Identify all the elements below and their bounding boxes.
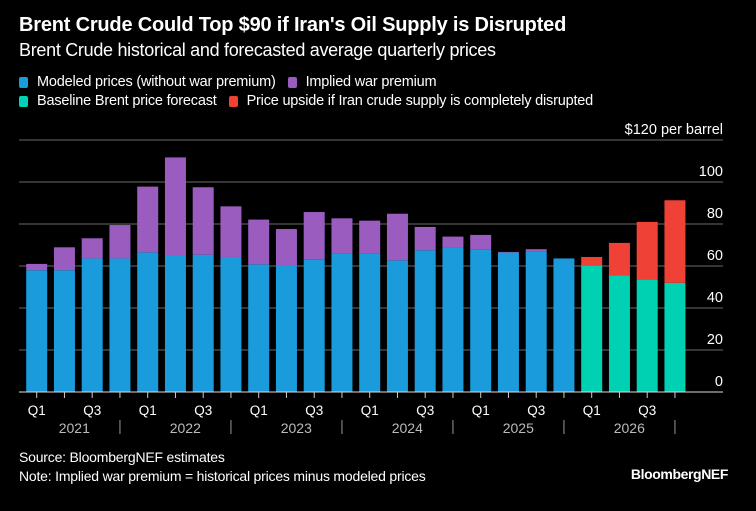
legend-item-war-premium: Implied war premium [287, 74, 437, 90]
bar-segment [442, 247, 464, 392]
source-note: Source: BloombergNEF estimates [19, 449, 225, 465]
bar-segment [525, 249, 547, 252]
legend-row-1: Modeled prices (without war premium) Imp… [19, 74, 448, 90]
bar-segment [581, 265, 603, 392]
x-tick-label: Q1 [472, 403, 490, 418]
bar-segment [608, 242, 630, 276]
bar-segment [497, 251, 519, 253]
year-label: 2021 [59, 420, 90, 436]
bar-segment [608, 275, 630, 392]
year-label: 2023 [281, 420, 312, 436]
x-tick-label: Q1 [28, 403, 46, 418]
legend-label: Implied war premium [305, 74, 437, 90]
bar-segment [109, 258, 131, 392]
x-tick-label: Q3 [194, 403, 212, 418]
x-tick-label: Q1 [583, 403, 601, 418]
bar-segment [414, 250, 436, 392]
bar-segment [636, 279, 658, 392]
bar-segment [331, 218, 353, 254]
bar-segment [81, 238, 103, 259]
bar-segment [386, 260, 408, 392]
legend-item-upside: Price upside if Iran crude supply is com… [228, 93, 594, 109]
y-tick-label: 100 [699, 164, 723, 180]
bar-segment [470, 249, 492, 392]
bloombergnef-logo: BloombergNEF [630, 466, 728, 482]
legend-label: Modeled prices (without war premium) [37, 74, 276, 90]
chart-subtitle: Brent Crude historical and forecasted av… [19, 40, 496, 60]
x-tick-label: Q3 [83, 403, 101, 418]
x-tick-label: Q1 [250, 403, 268, 418]
legend-swatch [19, 76, 28, 88]
bar-segment [525, 251, 547, 392]
bar-segment [248, 219, 270, 265]
y-tick-label: 80 [707, 206, 723, 222]
legend-label: Price upside if Iran crude supply is com… [246, 93, 594, 109]
bar-segment [442, 236, 464, 248]
bar-segment [331, 253, 353, 392]
y-tick-label: 40 [707, 290, 723, 306]
legend-item-baseline: Baseline Brent price forecast [19, 93, 217, 109]
bar-segment [81, 258, 103, 392]
x-tick-label: Q3 [305, 403, 323, 418]
bar-segment [26, 263, 48, 271]
bar-segment [192, 187, 214, 255]
x-tick-label: Q3 [527, 403, 545, 418]
bar-segment [220, 206, 242, 257]
y-tick-label: $120 per barrel [625, 122, 723, 138]
bar-segment [303, 212, 325, 260]
bar-segment [359, 220, 381, 254]
bar-segment [26, 270, 48, 392]
bar-segment [664, 200, 686, 283]
bar-segment [664, 282, 686, 392]
bar-segment [137, 186, 159, 253]
y-tick-label: 0 [715, 374, 723, 390]
bar-segment [164, 157, 186, 256]
bar-segment [164, 255, 186, 392]
year-label: 2024 [392, 420, 423, 436]
year-label: 2026 [614, 420, 645, 436]
x-tick-label: Q3 [638, 403, 656, 418]
y-tick-label: 20 [707, 332, 723, 348]
bar-segment [303, 259, 325, 392]
bar-segment [386, 213, 408, 261]
bar-segment [359, 253, 381, 392]
x-tick-label: Q1 [139, 403, 157, 418]
bar-segment [275, 266, 297, 392]
bar-segment [497, 252, 519, 392]
legend-swatch [19, 95, 28, 107]
bar-segment [53, 247, 75, 271]
bar-segment [137, 252, 159, 392]
legend-item-modeled: Modeled prices (without war premium) [19, 74, 276, 90]
legend-swatch [287, 76, 297, 88]
bar-segment [275, 229, 297, 266]
footnote: Note: Implied war premium = historical p… [19, 468, 426, 484]
bar-segment [220, 256, 242, 392]
bar-segment [636, 221, 658, 280]
bar-segment [553, 258, 575, 392]
chart-title: Brent Crude Could Top $90 if Iran's Oil … [19, 14, 567, 36]
y-tick-label: 60 [707, 248, 723, 264]
year-label: 2025 [503, 420, 534, 436]
bar-segment [248, 264, 270, 392]
bar-segment [53, 270, 75, 392]
legend-row-2: Baseline Brent price forecast Price upsi… [19, 93, 605, 109]
legend-label: Baseline Brent price forecast [37, 93, 217, 109]
x-tick-label: Q1 [361, 403, 379, 418]
bar-segment [192, 254, 214, 392]
bar-segment [109, 225, 131, 259]
bar-segment [581, 256, 603, 266]
year-label: 2022 [170, 420, 201, 436]
bar-segment [470, 234, 492, 250]
legend-swatch [228, 95, 238, 107]
bar-segment [414, 226, 436, 251]
x-tick-label: Q3 [416, 403, 434, 418]
